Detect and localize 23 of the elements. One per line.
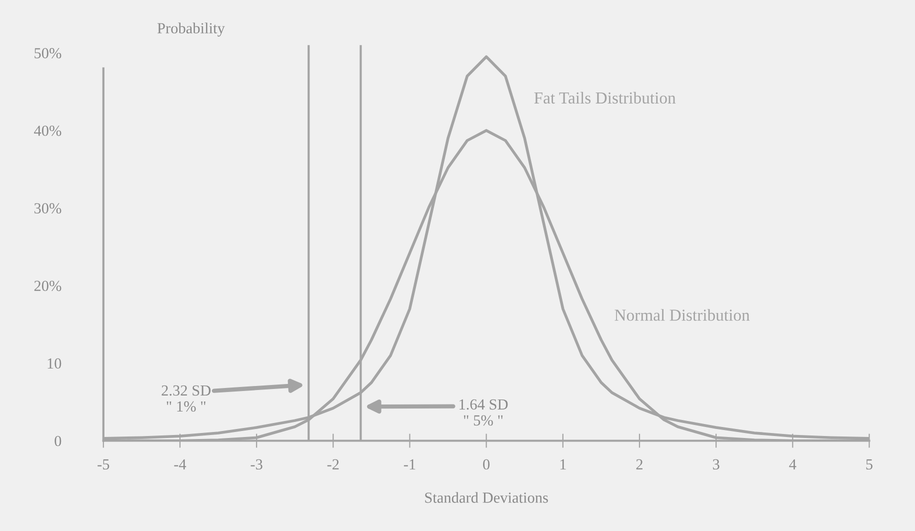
y-tick-label: 20%	[34, 280, 62, 292]
ref-line-label: 2.32 SD " 1% "	[162, 385, 211, 412]
y-axis-title: Probability	[157, 22, 225, 37]
x-tick-label: 2	[636, 459, 642, 470]
x-tick-label: 1	[560, 459, 566, 470]
x-tick-label: -4	[174, 459, 186, 470]
x-tick-label: 3	[712, 459, 720, 470]
y-tick-label: 10	[48, 358, 62, 369]
x-tick-label: -5	[98, 459, 110, 470]
x-tick-label: -1	[404, 459, 416, 470]
ref-line-label: 1.64 SD " 5% "	[460, 399, 508, 426]
y-tick-label: 30%	[34, 203, 62, 214]
y-tick-label: 40%	[34, 126, 62, 136]
x-tick-label: -3	[250, 459, 262, 470]
x-tick-label: 0	[483, 459, 490, 470]
series-label: Fat Tails Distribution	[534, 92, 676, 104]
x-tick-label: 5	[866, 459, 872, 470]
x-tick-label: -2	[327, 459, 339, 470]
series-label: Normal Distribution	[614, 309, 750, 321]
y-tick-label: 50%	[34, 48, 62, 58]
y-tick-label: 0	[54, 436, 62, 446]
x-axis-title: Standard Deviations	[425, 492, 548, 503]
x-tick-label: 4	[789, 459, 796, 470]
